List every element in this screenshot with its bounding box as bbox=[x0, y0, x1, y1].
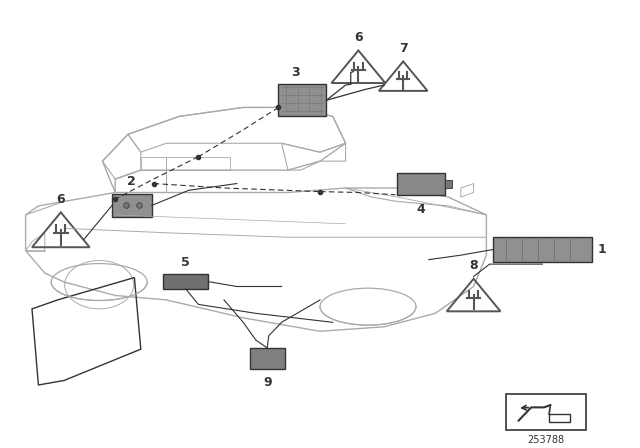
FancyBboxPatch shape bbox=[250, 348, 285, 369]
Text: 3: 3 bbox=[292, 66, 300, 79]
Text: 2: 2 bbox=[127, 176, 136, 189]
Text: 9: 9 bbox=[263, 376, 271, 389]
Text: 4: 4 bbox=[417, 203, 425, 216]
FancyBboxPatch shape bbox=[163, 275, 208, 289]
FancyBboxPatch shape bbox=[397, 173, 445, 195]
Text: 253788: 253788 bbox=[527, 435, 564, 445]
FancyBboxPatch shape bbox=[445, 180, 452, 188]
FancyBboxPatch shape bbox=[112, 194, 152, 217]
Text: 6: 6 bbox=[56, 193, 65, 206]
Text: 5: 5 bbox=[181, 256, 190, 269]
Text: 6: 6 bbox=[354, 31, 363, 44]
FancyBboxPatch shape bbox=[493, 237, 592, 262]
Text: 8: 8 bbox=[469, 259, 478, 272]
Text: 1: 1 bbox=[597, 243, 606, 256]
FancyBboxPatch shape bbox=[506, 394, 586, 430]
Text: 7: 7 bbox=[399, 42, 408, 55]
FancyBboxPatch shape bbox=[278, 84, 326, 116]
